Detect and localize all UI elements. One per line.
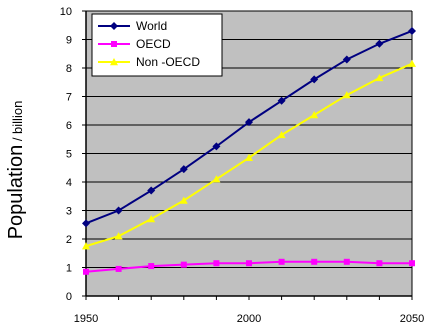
data-point-3-2030 xyxy=(342,91,351,99)
data-point-2-1980 xyxy=(180,261,187,268)
series-3 xyxy=(82,59,416,250)
data-point-1-1970 xyxy=(147,186,156,195)
y-tick-label-3: 3 xyxy=(66,206,72,218)
y-tick-label-5: 5 xyxy=(66,149,72,161)
legend-label-1: World xyxy=(136,19,167,33)
data-point-2-2000 xyxy=(246,260,252,267)
y-tick-label-0: 0 xyxy=(66,291,72,303)
data-point-3-1960 xyxy=(114,232,123,240)
legend-swatch-marker-2 xyxy=(111,41,117,47)
data-point-2-2030 xyxy=(343,258,350,265)
data-point-3-2050 xyxy=(408,59,416,67)
y-tick-label-8: 8 xyxy=(66,63,72,75)
data-point-3-1950 xyxy=(82,242,90,250)
y-tick-label-4: 4 xyxy=(66,177,72,189)
y-tick-label-1: 1 xyxy=(66,263,72,275)
data-point-1-2040 xyxy=(375,39,384,48)
y-axis-label-main: Population xyxy=(5,145,27,240)
y-tick-label-9: 9 xyxy=(66,35,72,47)
legend: World OECD Non -OECD xyxy=(91,13,223,77)
data-point-1-1960 xyxy=(114,206,123,215)
y-axis-label-unit: / billion xyxy=(10,101,25,145)
data-point-2-1990 xyxy=(213,260,220,267)
series-1 xyxy=(82,26,416,228)
data-point-2-2040 xyxy=(376,260,383,267)
data-point-1-2000 xyxy=(245,118,253,127)
series-2 xyxy=(83,258,415,275)
data-point-2-2010 xyxy=(278,258,285,265)
data-point-3-1970 xyxy=(147,215,156,223)
data-point-2-1950 xyxy=(83,268,89,275)
data-point-2-1970 xyxy=(148,263,155,270)
data-point-1-1990 xyxy=(212,142,221,151)
x-tick-label-2050: 2050 xyxy=(400,313,424,325)
x-axis-tick-labels: 1950 2000 2050 xyxy=(74,313,424,325)
data-point-3-2010 xyxy=(277,130,286,139)
legend-label-3: Non -OECD xyxy=(136,55,200,69)
y-tick-label-2: 2 xyxy=(66,234,72,246)
series-group xyxy=(82,26,416,275)
data-point-3-2020 xyxy=(310,111,319,119)
y-tick-label-10: 10 xyxy=(60,6,72,18)
y-axis-label: Population / billion xyxy=(5,101,27,240)
data-point-1-2050 xyxy=(408,26,416,35)
data-point-2-2050 xyxy=(409,260,415,267)
legend-label-2: OECD xyxy=(136,37,171,51)
data-point-3-1990 xyxy=(212,175,221,183)
x-tick-label-1950: 1950 xyxy=(74,313,98,325)
data-point-1-1980 xyxy=(179,165,188,174)
y-tick-label-6: 6 xyxy=(66,120,72,132)
data-point-1-2030 xyxy=(342,55,351,64)
y-axis-tick-labels: 0 1 2 3 4 5 6 7 8 9 10 xyxy=(60,6,72,303)
data-point-2-1960 xyxy=(115,265,122,272)
data-point-3-2040 xyxy=(375,73,384,82)
data-point-1-2010 xyxy=(277,96,286,105)
data-point-3-1980 xyxy=(179,196,188,204)
legend-swatch-marker-3 xyxy=(110,58,118,66)
data-point-1-1950 xyxy=(82,219,90,228)
y-tick-label-7: 7 xyxy=(66,92,72,104)
legend-swatch-marker-1 xyxy=(110,22,118,30)
data-point-1-2020 xyxy=(310,75,319,84)
x-tick-label-2000: 2000 xyxy=(237,313,261,325)
data-point-3-2000 xyxy=(245,153,253,161)
data-point-2-2020 xyxy=(311,258,318,265)
